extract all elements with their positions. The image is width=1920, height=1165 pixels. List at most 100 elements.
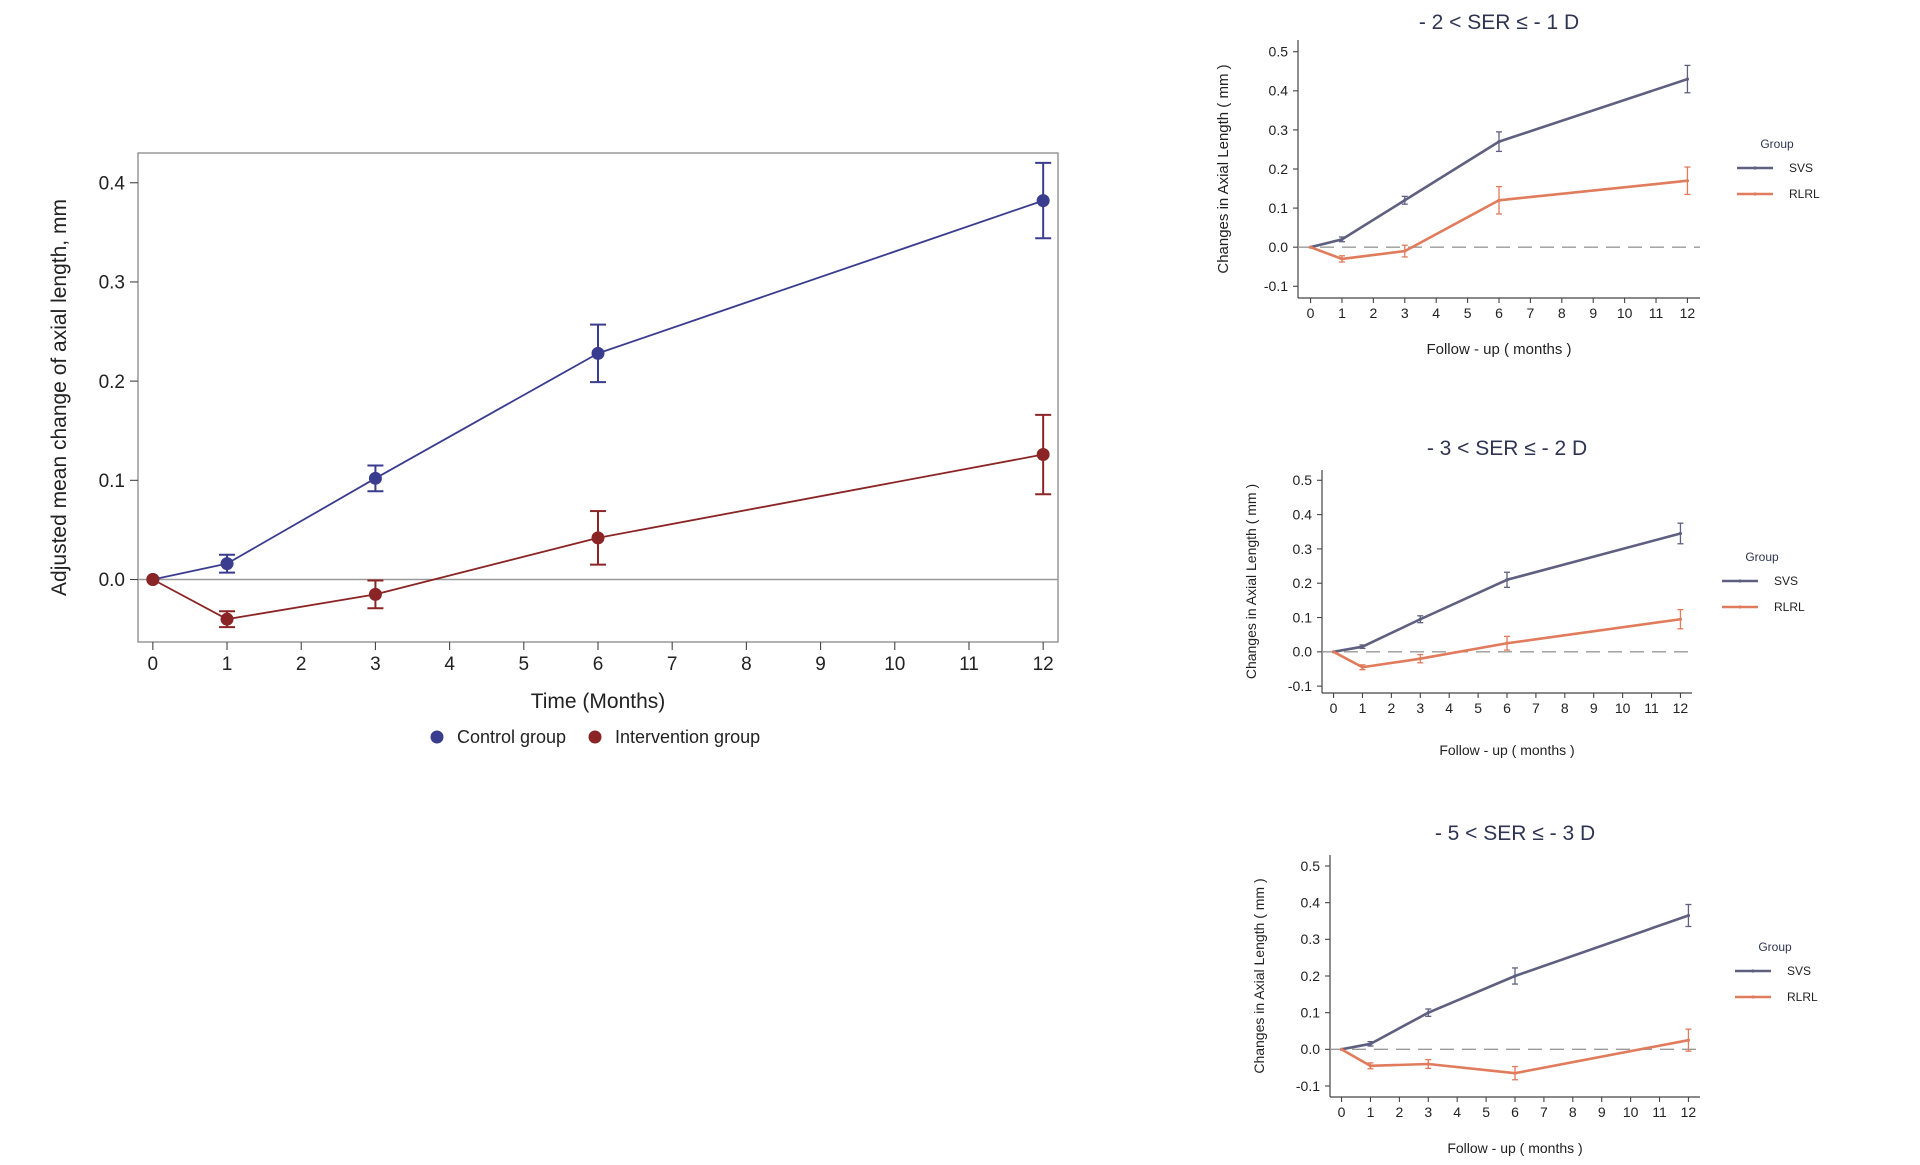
x-tick-label: 1 bbox=[1338, 305, 1346, 321]
legend-label: RLRL bbox=[1774, 600, 1805, 614]
legend-marker bbox=[588, 730, 602, 744]
legend: Control group Intervention group bbox=[430, 727, 760, 747]
data-point bbox=[1513, 1071, 1517, 1075]
data-point bbox=[1686, 913, 1691, 918]
chart-title: - 5 < SER ≤ - 3 D bbox=[1435, 822, 1595, 845]
legend-marker bbox=[430, 730, 444, 744]
x-tick-label: 11 bbox=[1652, 1104, 1667, 1120]
data-point bbox=[1678, 617, 1683, 621]
x-tick-label: 7 bbox=[1540, 1104, 1548, 1120]
legend-title: Group bbox=[1745, 550, 1779, 564]
y-axis-label: Changes in Axial Length ( mm ) bbox=[1243, 484, 1259, 679]
y-axis-label: Changes in Axial Length ( mm ) bbox=[1215, 64, 1232, 273]
x-tick-label: 8 bbox=[1561, 700, 1569, 716]
y-tick-label: 0.0 bbox=[99, 570, 125, 591]
data-point bbox=[1426, 1062, 1430, 1066]
data-point bbox=[1368, 1042, 1373, 1046]
y-tick-label: 0.4 bbox=[1293, 507, 1313, 523]
x-tick-label: 9 bbox=[815, 654, 826, 675]
x-tick-label: 8 bbox=[1569, 1104, 1577, 1120]
y-tick-label: 0.1 bbox=[1293, 609, 1313, 625]
y-tick-label: 0.3 bbox=[99, 273, 125, 294]
x-tick-label: 0 bbox=[1338, 1104, 1346, 1120]
series-svs bbox=[1331, 522, 1684, 654]
x-tick-label: 4 bbox=[444, 654, 455, 675]
y-tick-label: 0.2 bbox=[1301, 968, 1321, 984]
data-point bbox=[1497, 198, 1501, 202]
x-tick-label: 6 bbox=[1503, 700, 1511, 716]
data-point bbox=[1403, 249, 1407, 253]
x-tick-label: 5 bbox=[519, 654, 530, 675]
data-point bbox=[1340, 237, 1344, 241]
legend-label: SVS bbox=[1787, 964, 1811, 978]
legend-marker bbox=[1753, 192, 1757, 196]
data-point bbox=[591, 531, 605, 545]
x-tick-label: 2 bbox=[1369, 305, 1377, 321]
plot-frame bbox=[137, 152, 1059, 643]
legend: Group SVS RLRL bbox=[1735, 940, 1818, 1004]
legend: Group SVS RLRL bbox=[1737, 137, 1820, 201]
series-rlrl bbox=[1308, 166, 1691, 263]
data-point bbox=[1339, 1047, 1344, 1051]
x-tick-label: 12 bbox=[1033, 654, 1054, 675]
data-point bbox=[1331, 650, 1336, 654]
legend-marker bbox=[1738, 579, 1742, 583]
x-tick-label: 0 bbox=[1307, 305, 1315, 321]
data-point bbox=[1308, 245, 1313, 249]
y-tick-label: 0.2 bbox=[1293, 575, 1313, 591]
x-tick-label: 0 bbox=[148, 654, 159, 675]
x-tick-label: 0 bbox=[1330, 700, 1338, 716]
x-tick-label: 9 bbox=[1598, 1104, 1606, 1120]
x-tick-label: 9 bbox=[1590, 700, 1598, 716]
x-tick-label: 3 bbox=[1424, 1104, 1432, 1120]
data-point bbox=[1418, 617, 1422, 621]
x-tick-label: 2 bbox=[296, 654, 307, 675]
series-svs bbox=[1308, 64, 1691, 249]
x-tick-label: 1 bbox=[222, 654, 233, 675]
x-tick-label: 11 bbox=[1644, 700, 1659, 716]
legend-title: Group bbox=[1758, 940, 1792, 954]
x-tick-label: 5 bbox=[1482, 1104, 1490, 1120]
x-tick-label: 11 bbox=[959, 654, 979, 675]
legend: Group SVS RLRL bbox=[1722, 550, 1805, 614]
y-tick-label: 0.2 bbox=[99, 372, 125, 393]
chart-p3: 0 1 2 3 4 5 6 7 8 9 10 11 12-0.10.00.10.20.30.40.5Fo… bbox=[1251, 822, 1818, 1156]
x-tick-label: 12 bbox=[1681, 1104, 1697, 1120]
x-tick-label: 6 bbox=[593, 654, 604, 675]
legend-label: Intervention group bbox=[615, 727, 760, 747]
series-control-group bbox=[146, 161, 1052, 587]
data-point bbox=[1426, 1011, 1430, 1015]
data-point bbox=[1036, 194, 1050, 208]
legend-marker bbox=[1753, 166, 1757, 170]
x-tick-label: 9 bbox=[1589, 305, 1597, 321]
y-tick-label: 0.4 bbox=[99, 173, 126, 194]
legend-label: Control group bbox=[457, 727, 566, 747]
data-point bbox=[220, 557, 234, 571]
legend-label: RLRL bbox=[1789, 187, 1820, 201]
x-tick-label: 7 bbox=[1527, 305, 1535, 321]
data-point bbox=[368, 471, 382, 485]
x-tick-label: 4 bbox=[1445, 700, 1453, 716]
data-point bbox=[1513, 974, 1517, 978]
y-axis-label: Adjusted mean change of axial length, mm bbox=[48, 199, 71, 596]
y-tick-label: 0.3 bbox=[1293, 541, 1313, 557]
x-tick-label: 2 bbox=[1395, 1104, 1403, 1120]
x-axis-label: Follow - up ( months ) bbox=[1439, 742, 1574, 758]
series-svs bbox=[1339, 903, 1692, 1051]
x-tick-label: 3 bbox=[1416, 700, 1424, 716]
y-tick-label: -0.1 bbox=[1264, 278, 1288, 294]
x-axis-label: Follow - up ( months ) bbox=[1447, 1140, 1582, 1156]
x-tick-label: 4 bbox=[1432, 305, 1440, 321]
x-tick-label: 5 bbox=[1474, 700, 1482, 716]
x-tick-label: 6 bbox=[1495, 305, 1503, 321]
x-axis-label: Time (Months) bbox=[531, 690, 666, 713]
x-tick-label: 11 bbox=[1649, 305, 1664, 321]
y-tick-label: 0.0 bbox=[1301, 1041, 1321, 1057]
legend-marker bbox=[1751, 969, 1755, 973]
legend-marker bbox=[1738, 605, 1742, 609]
data-point bbox=[1403, 198, 1407, 202]
chart-title: - 3 < SER ≤ - 2 D bbox=[1427, 437, 1587, 460]
x-tick-label: 3 bbox=[370, 654, 381, 675]
x-tick-label: 8 bbox=[741, 654, 752, 675]
